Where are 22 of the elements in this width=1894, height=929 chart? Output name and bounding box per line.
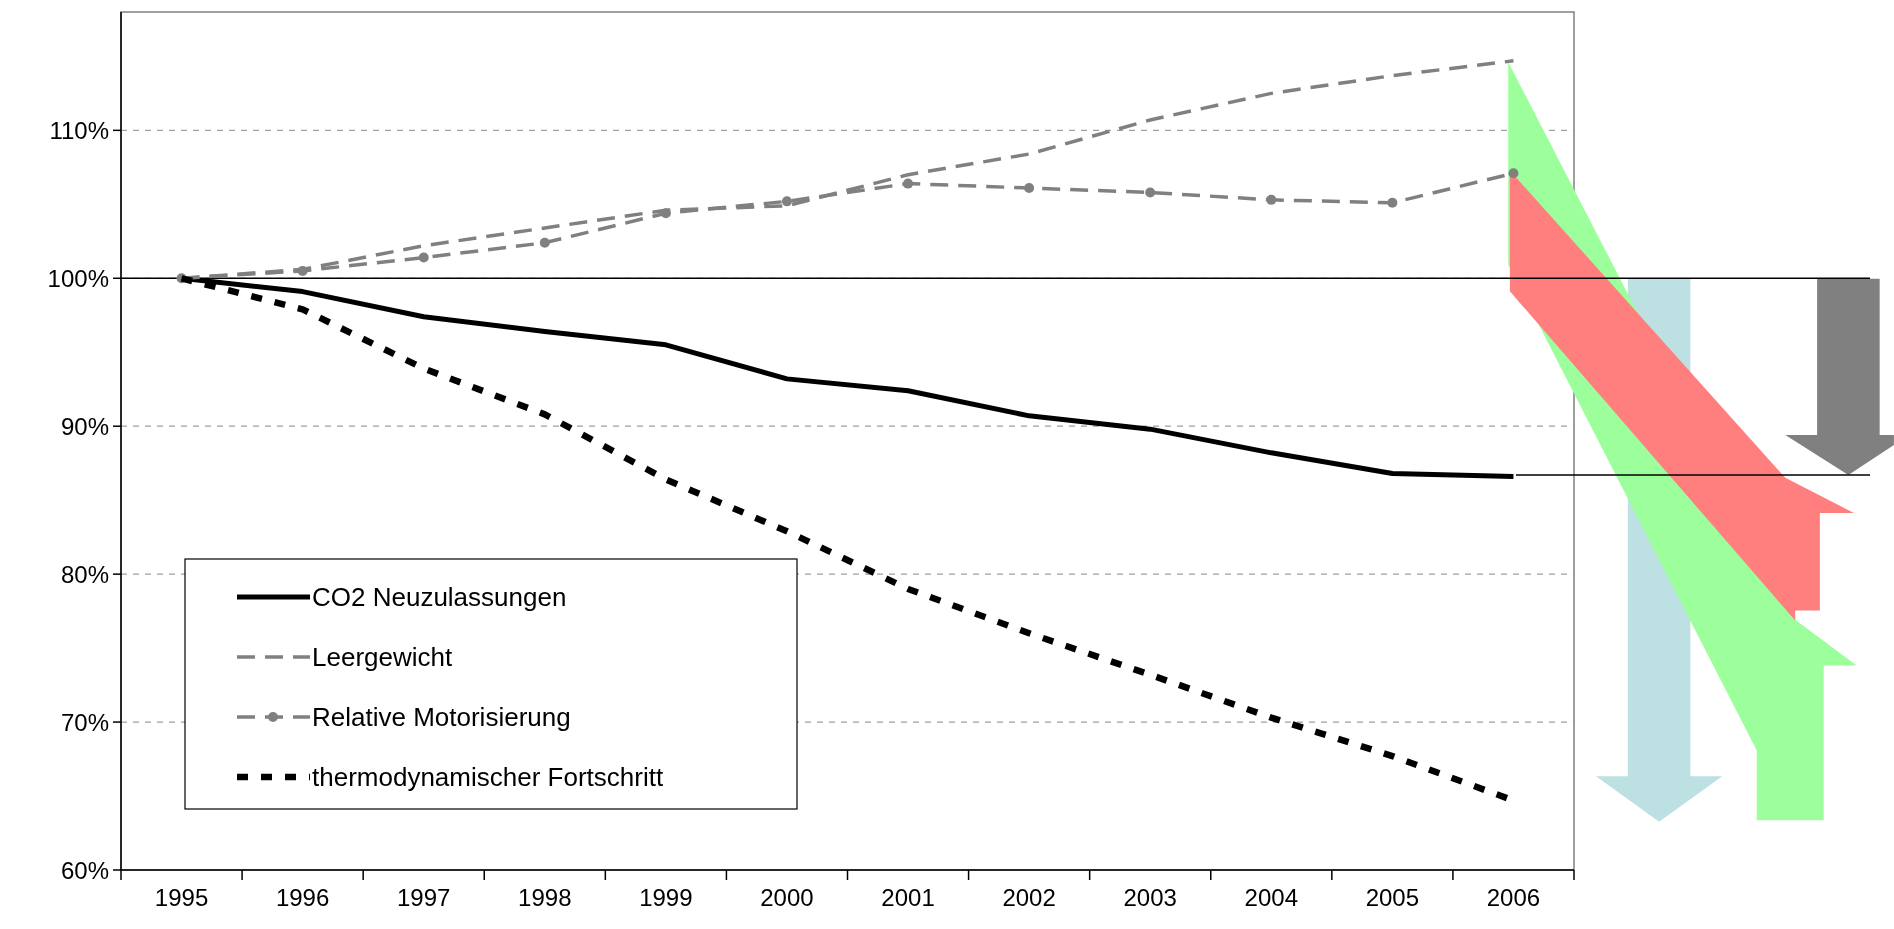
legend-label: thermodynamischer Fortschritt <box>312 762 664 792</box>
y-tick-label: 110% <box>49 116 109 144</box>
y-tick-label: 80% <box>60 560 109 588</box>
x-tick-label: 2004 <box>1244 884 1298 911</box>
y-tick-label: 60% <box>60 856 109 884</box>
x-tick-label: 2002 <box>1002 884 1056 911</box>
x-tick-label: 1997 <box>397 884 451 911</box>
x-tick-label: 2006 <box>1486 884 1541 911</box>
y-tick-label: 90% <box>60 412 109 440</box>
legend-label: CO2 Neuzulassungen <box>312 582 567 612</box>
x-tick-label: 1995 <box>154 884 209 911</box>
y-tick-label: 100% <box>47 264 109 292</box>
x-tick-label: 2001 <box>881 884 935 911</box>
x-tick-label: 1999 <box>639 884 693 911</box>
x-tick-label: 2005 <box>1365 884 1420 911</box>
x-tick-label: 1998 <box>518 884 572 911</box>
y-tick-label: 70% <box>60 708 109 736</box>
legend-label: Relative Motorisierung <box>312 702 571 732</box>
x-tick-label: 2003 <box>1123 884 1177 911</box>
x-tick-label: 1996 <box>275 884 330 911</box>
x-tick-label: 2000 <box>760 884 814 911</box>
legend-label: Leergewicht <box>312 642 453 672</box>
